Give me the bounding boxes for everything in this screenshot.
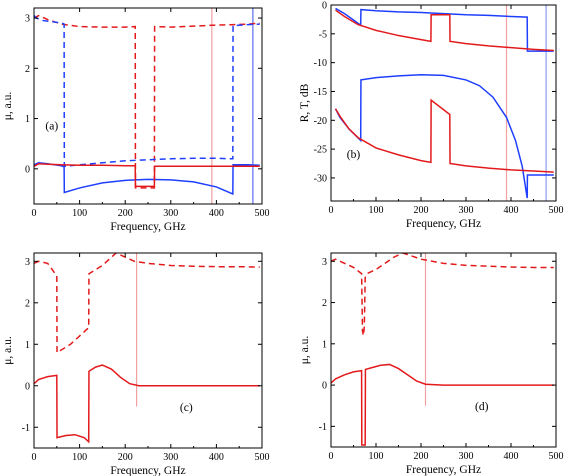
x-tick-label: 400 [504,205,519,216]
y-tick-label: 3 [322,257,327,268]
panel-label: (d) [475,401,489,413]
y-tick-label: -15 [314,87,327,98]
plot-frame [33,252,263,449]
y-tick-label: -10 [314,58,327,69]
y-tick-label: 0 [25,164,30,175]
y-tick-label: 0 [322,381,327,392]
x-tick-label: 200 [414,451,429,462]
x-tick-label: 200 [414,205,429,216]
series-group [34,253,260,444]
x-axis-label: Frequency, GHz [110,465,185,476]
y-tick-label: -1 [319,422,327,433]
x-tick-label: 100 [72,452,87,463]
x-axis-label: Frequency, GHz [110,221,185,233]
y-tick-label: -20 [314,116,327,127]
panel-label: (a) [45,121,58,133]
y-tick-label: 1 [25,340,30,351]
y-tick-label: 3 [25,14,30,25]
panel-d: 0 100 200 300 400 500 -1 0 1 2 3 Frequency, GHz μ, a… [299,252,564,476]
x-tick-label: 200 [118,208,133,219]
y-tick-label: -30 [314,173,327,184]
solid-series-line [34,163,260,188]
series-group [331,253,554,446]
x-tick-label: 400 [209,208,224,219]
y-axis-label: μ, a.u. [2,92,14,121]
solid-series-line [335,7,554,52]
x-tick-label: 300 [163,452,178,463]
dashed-series-line [34,253,260,354]
panel-label: (c) [180,402,193,414]
y-tick-label: 2 [25,298,30,309]
plot-frame [33,7,263,205]
y-axis-label: μ, a.u. [2,336,14,365]
panel-b: 0 100 200 300 400 500 0 -5 -10 -15 -20 -25 -30 Freque… [299,1,564,231]
solid-series-line [331,363,554,446]
panel-c: 0 100 200 300 400 500 -1 0 1 2 3 Frequency, GHz μ, a… [2,252,270,476]
x-tick-label: 400 [504,451,519,462]
y-tick-label: 3 [25,257,30,268]
y-axis-label: μ, a.u. [299,336,311,365]
y-axis-label: R, T, dB [299,83,311,122]
panel-label: (b) [347,149,361,161]
y-tick-label: -1 [22,423,30,434]
x-tick-label: 0 [32,208,37,219]
panel-a: 0 100 200 300 400 500 0 1 2 3 Frequency, GHz μ, a.u… [2,7,270,233]
y-tick-label: 0 [25,381,30,392]
x-axis-label: Frequency, GHz [406,464,481,476]
x-tick-label: 500 [549,205,564,216]
series-group [34,14,260,196]
x-tick-label: 0 [329,205,334,216]
y-tick-label: -5 [319,29,327,40]
solid-series-line [34,162,260,196]
x-axis-label: Frequency, GHz [406,218,481,230]
x-tick-label: 0 [329,451,334,462]
y-tick-label: -25 [314,145,327,156]
solid-series-line [335,9,554,52]
solid-series-line [334,73,554,199]
y-tick-label: 0 [322,1,327,12]
x-tick-label: 100 [369,451,384,462]
solid-series-line [34,364,260,444]
dashed-series-line [34,15,260,168]
x-tick-label: 300 [459,451,474,462]
x-tick-label: 300 [163,208,178,219]
dashed-series-line [331,253,554,336]
x-tick-label: 500 [255,208,270,219]
x-tick-label: 0 [32,452,37,463]
x-tick-label: 400 [209,452,224,463]
y-tick-label: 2 [25,64,30,75]
x-tick-label: 100 [369,205,384,216]
y-tick-label: 1 [25,114,30,125]
x-tick-label: 200 [118,452,133,463]
series-group [334,7,554,199]
x-tick-label: 500 [549,451,564,462]
x-tick-label: 100 [72,208,87,219]
solid-series-line [334,98,554,173]
x-tick-label: 300 [459,205,474,216]
y-tick-label: 1 [322,339,327,350]
plot-frame [330,4,557,202]
x-tick-label: 500 [255,452,270,463]
y-tick-label: 2 [322,298,327,309]
dashed-series-line [34,14,260,189]
